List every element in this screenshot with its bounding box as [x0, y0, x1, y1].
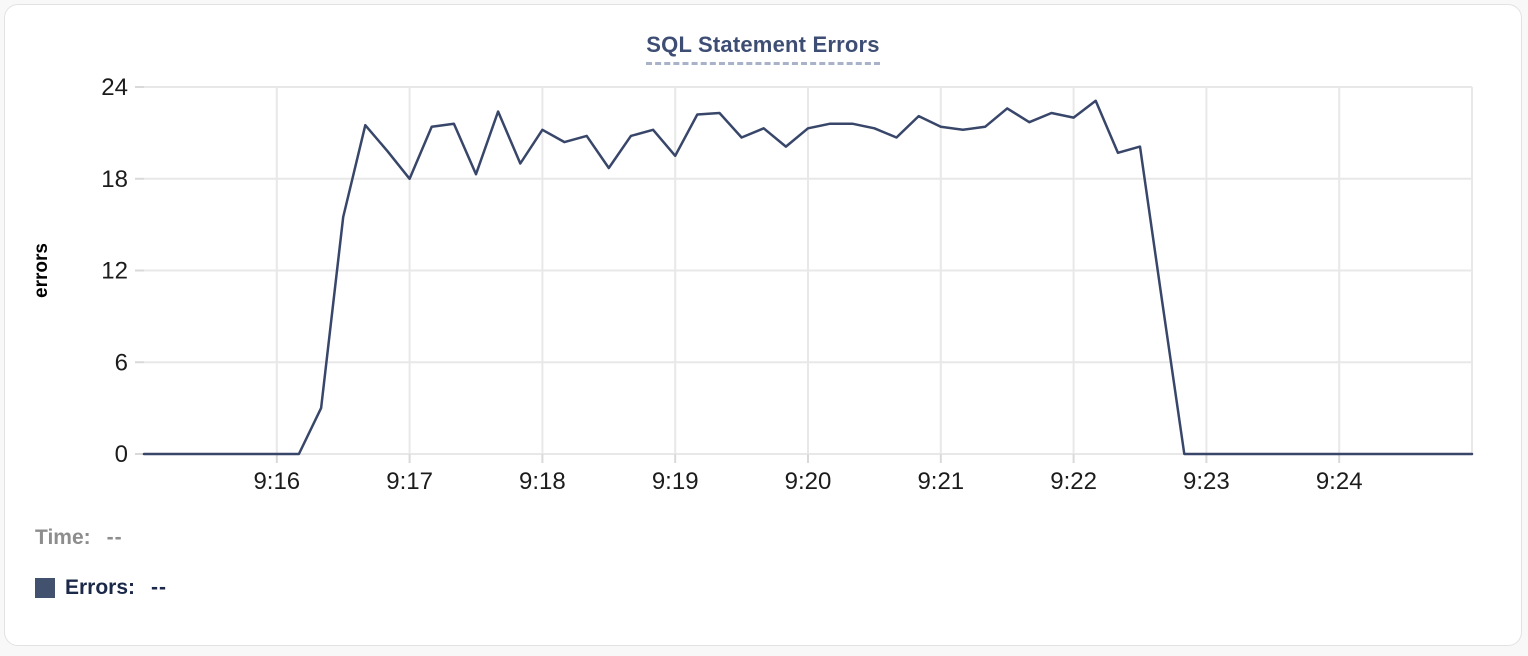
chart-title[interactable]: SQL Statement Errors [646, 32, 880, 65]
x-tick-label: 9:24 [1316, 468, 1363, 495]
y-tick-label: 0 [115, 441, 128, 468]
errors-readout-label: Errors: [65, 576, 136, 599]
chart-canvas[interactable]: 0 6 12 18 24 9:16 9:17 9:18 9:19 9:20 9:21 9:22 9:23… [5, 5, 1522, 510]
x-tick-label: 9:20 [785, 468, 832, 495]
y-tick-label: 18 [101, 166, 128, 193]
errors-series-line [142, 99, 1474, 456]
y-tick-label: 24 [101, 74, 128, 101]
x-tick-label: 9:17 [386, 468, 433, 495]
x-tick-label: 9:16 [253, 468, 300, 495]
x-tick-label: 9:23 [1183, 468, 1230, 495]
time-readout-value: -- [106, 526, 123, 549]
x-tick-label: 9:22 [1050, 468, 1097, 495]
time-readout-label: Time: [35, 526, 91, 549]
errors-series-swatch [35, 578, 55, 598]
chart-card: SQL Statement Errors 0 6 12 18 24 9:16 9:17 9:1… [4, 4, 1522, 646]
time-readout: Time: -- [35, 526, 123, 550]
x-tick-label: 9:21 [917, 468, 964, 495]
errors-line-chart[interactable]: 0 6 12 18 24 9:16 9:17 9:18 9:19 9:20 9:21 9:22 9:23… [5, 5, 1522, 510]
y-tick-label: 12 [101, 258, 128, 285]
x-tick-label: 9:19 [652, 468, 699, 495]
y-axis-title: errors [31, 243, 52, 298]
errors-readout-value: -- [151, 576, 168, 599]
y-tick-label: 6 [115, 349, 128, 376]
errors-legend-row: Errors: -- [35, 576, 167, 600]
chart-header: SQL Statement Errors [5, 32, 1521, 65]
x-tick-label: 9:18 [519, 468, 566, 495]
